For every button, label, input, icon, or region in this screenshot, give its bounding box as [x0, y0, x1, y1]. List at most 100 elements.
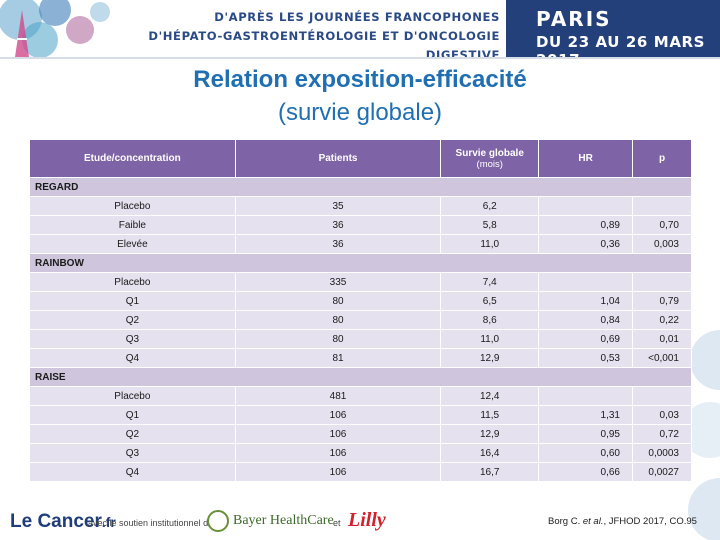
- city-date-panel: PARIS DU 23 AU 26 MARS 2017: [506, 0, 720, 69]
- cell-hr: [538, 196, 633, 216]
- event-dates: DU 23 AU 26 MARS 2017: [536, 33, 706, 69]
- header-os-label: Survie globale: [455, 147, 524, 159]
- table-row: Q2 80 8,6 0,84 0,22: [29, 310, 692, 330]
- paris-illustration: [0, 0, 120, 57]
- logo-part-le: Le: [10, 511, 38, 532]
- cell-hr: 0,95: [538, 424, 633, 444]
- table-row: Placebo 481 12,4: [29, 386, 692, 406]
- cell-p: [632, 196, 692, 216]
- cell-p: 0,003: [632, 234, 692, 254]
- cell-patients: 35: [234, 196, 442, 216]
- slide-title: Relation exposition-efficacité: [193, 66, 527, 93]
- group-row: REGARD: [29, 177, 692, 197]
- cell-patients: 106: [234, 405, 442, 425]
- table-row: Q1 80 6,5 1,04 0,79: [29, 291, 692, 311]
- cell-patients: 80: [234, 329, 442, 349]
- cell-patients: 335: [234, 272, 442, 292]
- conference-title-line2: D'HÉPATO-GASTROENTÉROLOGIE ET D'ONCOLOGI…: [148, 29, 500, 62]
- city-name: PARIS: [536, 7, 612, 31]
- table-row: Q4 106 16,7 0,66 0,0027: [29, 462, 692, 482]
- cell-patients: 36: [234, 215, 442, 235]
- cell-hr: 1,31: [538, 405, 633, 425]
- cell-label: Faible: [29, 215, 236, 235]
- cell-p: [632, 272, 692, 292]
- cell-overall-survival: 12,9: [440, 348, 540, 368]
- citation-authors: Borg C.: [548, 516, 583, 527]
- header-hr: HR: [538, 139, 633, 178]
- cell-overall-survival: 16,4: [440, 443, 540, 463]
- support-text: avec le soutien institutionnel de: [88, 518, 214, 528]
- cell-p: 0,0027: [632, 462, 692, 482]
- cell-p: 0,70: [632, 215, 692, 235]
- cell-hr: [538, 386, 633, 406]
- table-row: Q1 106 11,5 1,31 0,03: [29, 405, 692, 425]
- cell-patients: 106: [234, 443, 442, 463]
- group-row: RAISE: [29, 367, 692, 387]
- cell-hr: [538, 272, 633, 292]
- cell-hr: 0,36: [538, 234, 633, 254]
- table-row: Q3 80 11,0 0,69 0,01: [29, 329, 692, 349]
- cell-patients: 106: [234, 462, 442, 482]
- cell-patients: 80: [234, 291, 442, 311]
- table-row: Placebo 335 7,4: [29, 272, 692, 292]
- cell-overall-survival: 16,7: [440, 462, 540, 482]
- slide-subtitle: (survie globale): [277, 99, 443, 126]
- header-p: p: [632, 139, 692, 178]
- cell-label: Elevée: [29, 234, 236, 254]
- header-os-unit: (mois): [476, 158, 503, 170]
- cell-label: Q2: [29, 424, 236, 444]
- cell-hr: 1,04: [538, 291, 633, 311]
- cell-label: Placebo: [29, 272, 236, 292]
- cell-patients: 481: [234, 386, 442, 406]
- results-table: Etude/concentration Patients Survie glob…: [29, 139, 692, 482]
- table-header-row: Etude/concentration Patients Survie glob…: [29, 139, 692, 178]
- cell-overall-survival: 11,0: [440, 329, 540, 349]
- cell-p: <0,001: [632, 348, 692, 368]
- lecancer-logo: Le Cancer.fr: [10, 511, 116, 533]
- cell-overall-survival: 12,4: [440, 386, 540, 406]
- cell-hr: 0,69: [538, 329, 633, 349]
- cell-overall-survival: 6,2: [440, 196, 540, 216]
- table-row: Placebo 35 6,2: [29, 196, 692, 216]
- cell-label: Q3: [29, 443, 236, 463]
- cell-hr: 0,89: [538, 215, 633, 235]
- citation: Borg C. et al., JFHOD 2017, CO.95: [548, 516, 697, 527]
- cell-label: Placebo: [29, 386, 236, 406]
- table-body: REGARD Placebo 35 6,2 Faible 36 5,8 0,89 0,70 Ele…: [29, 177, 692, 482]
- header-overall-survival: Survie globale (mois): [440, 139, 540, 178]
- table-row: Elevée 36 11,0 0,36 0,003: [29, 234, 692, 254]
- citation-etal: et al.: [582, 516, 604, 527]
- conference-title-line1: D'APRÈS LES JOURNÉES FRANCOPHONES: [214, 10, 500, 24]
- cell-overall-survival: 8,6: [440, 310, 540, 330]
- lilly-logo: Lilly: [348, 509, 386, 531]
- cell-label: Q1: [29, 291, 236, 311]
- header-study: Etude/concentration: [29, 139, 236, 178]
- cell-overall-survival: 6,5: [440, 291, 540, 311]
- cell-label: Placebo: [29, 196, 236, 216]
- cell-patients: 106: [234, 424, 442, 444]
- group-name: RAISE: [29, 367, 692, 387]
- logo-part-cancer: Cancer: [37, 511, 102, 532]
- group-name: REGARD: [29, 177, 692, 197]
- cell-p: 0,72: [632, 424, 692, 444]
- cell-label: Q4: [29, 462, 236, 482]
- cell-p: [632, 386, 692, 406]
- bayer-healthcare-logo: Bayer HealthCare: [233, 513, 334, 528]
- cell-p: 0,0003: [632, 443, 692, 463]
- cell-label: Q2: [29, 310, 236, 330]
- cell-p: 0,03: [632, 405, 692, 425]
- table-row: Q3 106 16,4 0,60 0,0003: [29, 443, 692, 463]
- cell-p: 0,79: [632, 291, 692, 311]
- logo-part-fr: .fr: [101, 514, 116, 530]
- cell-label: Q4: [29, 348, 236, 368]
- table-row: Faible 36 5,8 0,89 0,70: [29, 215, 692, 235]
- table-row: Q2 106 12,9 0,95 0,72: [29, 424, 692, 444]
- table-row: Q4 81 12,9 0,53 <0,001: [29, 348, 692, 368]
- group-name: RAINBOW: [29, 253, 692, 273]
- cell-overall-survival: 12,9: [440, 424, 540, 444]
- cell-label: Q1: [29, 405, 236, 425]
- cell-patients: 81: [234, 348, 442, 368]
- cell-hr: 0,53: [538, 348, 633, 368]
- cell-hr: 0,60: [538, 443, 633, 463]
- and-text: et: [333, 518, 341, 528]
